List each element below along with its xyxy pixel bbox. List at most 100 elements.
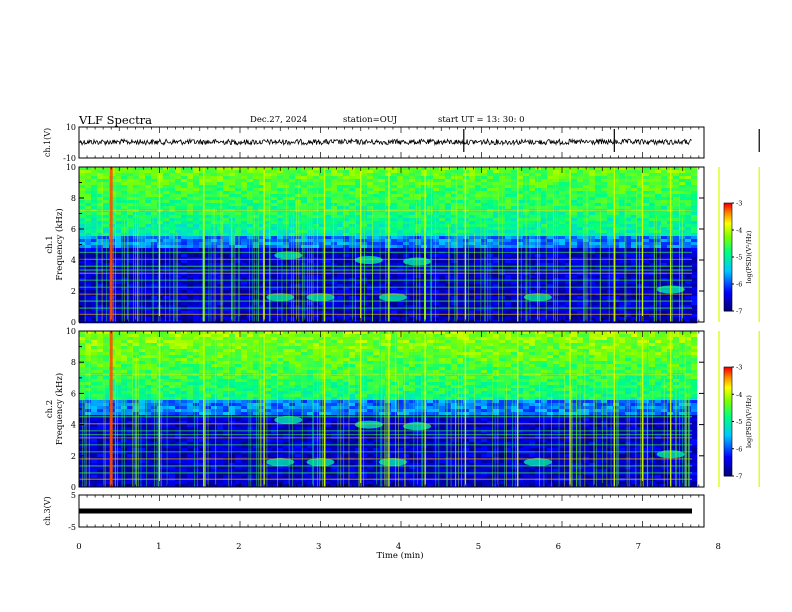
ch1-spectrogram-cell: [235, 182, 242, 186]
ch1-spectrogram-cell: [511, 260, 518, 264]
ch1-spectrogram-cell: [439, 221, 446, 225]
ch1-spectrogram-cell: [85, 191, 92, 195]
ch1-spectrogram-cell: [259, 215, 266, 219]
ch1-spectrogram-cell: [595, 170, 602, 174]
ch1-spectrogram-cell: [493, 266, 500, 270]
ch1-spectrogram-cell: [97, 275, 104, 279]
ch1-spectrogram-cell: [427, 206, 434, 210]
ch1-spectrogram-cell: [649, 236, 656, 240]
ch1-spectrogram-cell: [187, 245, 194, 249]
ch1-spectrogram-cell: [547, 185, 554, 189]
ch1-spectrogram-cell: [181, 176, 188, 180]
ch1-spectrogram-cell: [187, 200, 194, 204]
ch1-spectrogram-cell: [451, 305, 458, 309]
ch1-spectrogram-cell: [295, 278, 302, 282]
ch1-spectrogram-cell: [307, 188, 314, 192]
ch1-spectrogram-cell: [241, 272, 248, 276]
ch1-spectrogram-cell: [217, 299, 224, 303]
ch1-spectrogram-cell: [541, 281, 548, 285]
ch1-spectrogram-cell: [115, 194, 122, 198]
ch1-spectrogram-cell: [685, 290, 692, 294]
ch1-spectrogram-cell: [607, 179, 614, 183]
ch1-spectrogram-cell: [637, 191, 644, 195]
ch1-spectrogram-cell: [517, 218, 524, 222]
ch1-spectrogram-cell: [655, 203, 662, 207]
ch1-spectrogram-cell: [493, 230, 500, 234]
ch1-spectrogram-cell: [433, 242, 440, 246]
ch1-spectrogram-cell: [175, 188, 182, 192]
ch1-spectrogram-cell: [223, 224, 230, 228]
ch1-spectrogram-cell: [607, 284, 614, 288]
ch1-spectrogram-cell: [625, 293, 632, 297]
ch1-spectrogram-cell: [433, 281, 440, 285]
ch1-spectrogram-cell: [199, 263, 206, 267]
ch1-spectrogram-cell: [661, 170, 668, 174]
ch1-spectrogram-cell: [313, 248, 320, 252]
ch1-spectrogram-cell: [91, 221, 98, 225]
ch1-spectrogram-cell: [643, 206, 650, 210]
ch1-spectrogram-cell: [361, 188, 368, 192]
ch1-spectrogram-cell: [115, 296, 122, 300]
ch1-spectrogram-cell: [565, 260, 572, 264]
ch1-spectrogram-cell: [217, 191, 224, 195]
ch1-spectrogram-cell: [583, 266, 590, 270]
ch1-spectrogram-cell: [463, 305, 470, 309]
ch1-spectrogram-cell: [601, 176, 608, 180]
ch1-spectrogram-cell: [643, 170, 650, 174]
ch1-spectrogram-cell: [337, 233, 344, 237]
ch1-spectrogram-cell: [85, 218, 92, 222]
ch1-spectrogram-cell: [643, 221, 650, 225]
ch1-spectrogram-cell: [97, 212, 104, 216]
ch1-spectrogram-cell: [577, 242, 584, 246]
ch1-spectrogram-cell: [517, 203, 524, 207]
ch1-spectrogram-cell: [643, 212, 650, 216]
ch1-spectrogram-cell: [367, 185, 374, 189]
ch1-spectrogram-cell: [601, 173, 608, 177]
ch1-spectrogram-cell: [181, 257, 188, 261]
ch1-spectrogram-cell: [529, 254, 536, 258]
ch1-spectrogram-cell: [91, 233, 98, 237]
ch1-spectrogram-cell: [277, 269, 284, 273]
ch1-spectrogram-cell: [679, 200, 686, 204]
ch1-spectrogram-cell: [415, 224, 422, 228]
ch1-spectrogram-cell: [571, 260, 578, 264]
ch1-spectrogram-cell: [517, 290, 524, 294]
ch1-spectrogram-cell: [283, 266, 290, 270]
ch1-spectrogram-cell: [217, 296, 224, 300]
ch1-spectrogram-cell: [205, 179, 212, 183]
ch1-spectrogram-cell: [619, 218, 626, 222]
ch1-spectrogram-cell: [307, 260, 314, 264]
ch1-spectrogram-cell: [355, 221, 362, 225]
ch1-spectrogram-cell: [517, 305, 524, 309]
ch1-spectrogram-cell: [313, 206, 320, 210]
ch1-spectrogram-cell: [223, 281, 230, 285]
ch1-spectrogram-cell: [205, 272, 212, 276]
ch1-spectrogram-cell: [559, 296, 566, 300]
ch1-spectrogram-cell: [451, 290, 458, 294]
ch1-spectrogram-cell: [121, 239, 128, 243]
ch1-spectrogram-cell: [91, 203, 98, 207]
ch1-spectrogram-cell: [355, 176, 362, 180]
ch1-spectrogram-cell: [271, 302, 278, 306]
ch1-spectrogram-cell: [625, 230, 632, 234]
ch1-spectrogram-cell: [469, 296, 476, 300]
ch1-spectrogram-cell: [475, 221, 482, 225]
ch1-spectrogram-cell: [391, 239, 398, 243]
ch1-spectrogram-cell: [175, 275, 182, 279]
ch1-spectrogram-cell: [631, 203, 638, 207]
ch1-spectrogram-cell: [103, 179, 110, 183]
ch1-spectrogram-cell: [649, 200, 656, 204]
ch1-spectrogram-cell: [481, 182, 488, 186]
ch1-spectrogram-cell: [289, 242, 296, 246]
ch1-spectrogram-cell: [373, 287, 380, 291]
ch1-spectrogram-cell: [565, 248, 572, 252]
ch1-spectrogram-cell: [565, 215, 572, 219]
ch1-spectrogram-cell: [349, 170, 356, 174]
ch1-spectrogram-cell: [673, 260, 680, 264]
ch1-spectrogram-cell: [97, 224, 104, 228]
ch1-spectrogram-cell: [343, 170, 350, 174]
ch1-spectrogram-cell: [553, 176, 560, 180]
ch1-spectrogram-cell: [493, 182, 500, 186]
ch1-spectrogram-cell: [517, 200, 524, 204]
ch1-spectrogram-cell: [535, 191, 542, 195]
